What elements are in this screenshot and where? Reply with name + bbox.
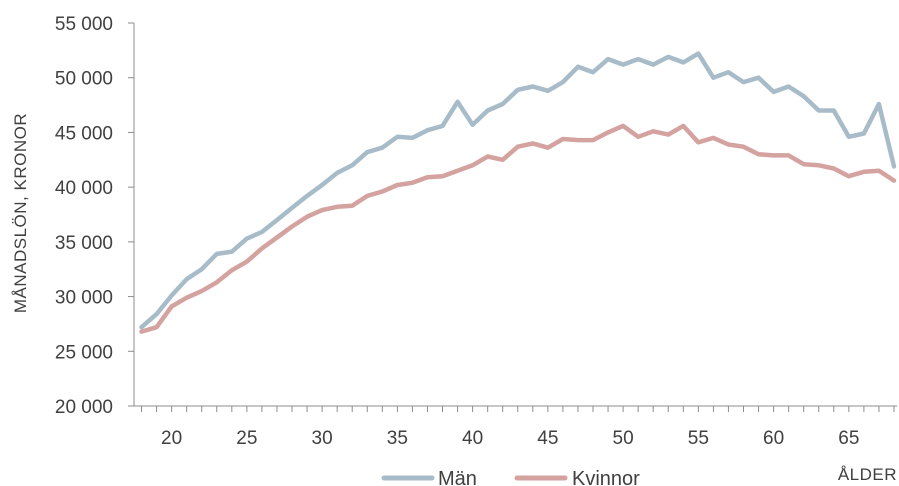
x-tick-label: 50	[613, 428, 634, 449]
legend-label-0: Män	[438, 468, 477, 486]
x-tick-label: 25	[236, 428, 257, 449]
x-tick-label: 20	[161, 428, 182, 449]
x-tick-label: 45	[537, 428, 558, 449]
y-tick-label: 25 000	[55, 342, 113, 363]
legend-label-1: Kvinnor	[572, 468, 640, 486]
series-line-1	[139, 123, 897, 334]
y-tick-label: 45 000	[55, 123, 113, 144]
y-axis-ticks: 20 000 25 000 30 000 35 000 40 000 45 000 50 0…	[55, 14, 134, 418]
legend: Män Kvinnor	[381, 468, 640, 486]
x-tick-label: 40	[462, 428, 483, 449]
x-tick-label: 35	[387, 428, 408, 449]
y-tick-label: 20 000	[55, 397, 113, 418]
y-axis-title: MÅNADSLÖN, KRONOR	[11, 113, 30, 313]
x-tick-label: 65	[838, 428, 859, 449]
y-tick-label: 40 000	[55, 178, 113, 199]
y-tick-label: 35 000	[55, 233, 113, 254]
y-tick-label: 30 000	[55, 288, 113, 309]
x-tick-label: 60	[763, 428, 784, 449]
x-tick-label: 30	[312, 428, 333, 449]
y-tick-label: 50 000	[55, 69, 113, 90]
x-tick-label: 55	[688, 428, 709, 449]
series-line-0	[139, 51, 897, 330]
series-lines	[139, 51, 897, 334]
y-tick-label: 55 000	[55, 14, 113, 35]
x-axis-title: ÅLDER	[838, 465, 897, 484]
x-axis-ticks: 20 25 30 35 40 45 50 55 60 65	[141, 406, 895, 449]
